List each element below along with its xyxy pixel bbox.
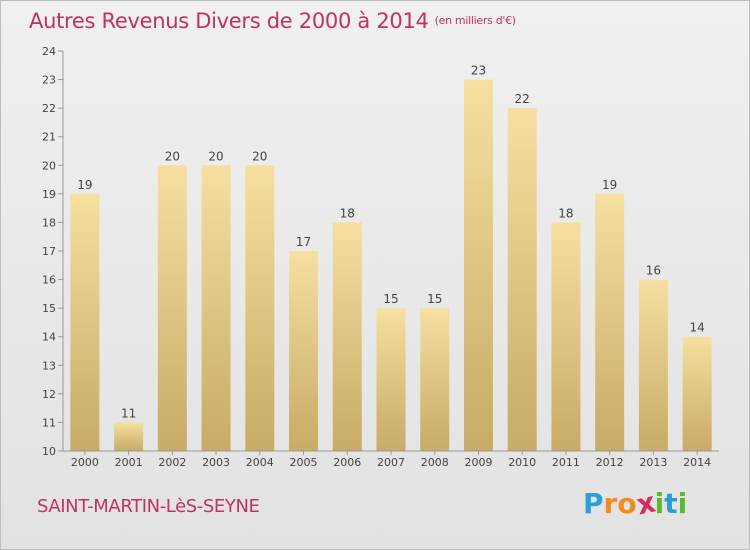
bar xyxy=(463,79,493,452)
bar-value-label: 15 xyxy=(383,292,398,306)
y-tick-label: 13 xyxy=(42,359,56,372)
x-tick-label: 2009 xyxy=(464,456,492,469)
y-tick-label: 22 xyxy=(42,102,56,115)
proxiti-logo[interactable]: Proxiti xyxy=(583,485,688,521)
y-tick-label: 14 xyxy=(42,331,56,344)
y-tick-label: 17 xyxy=(42,245,56,258)
chart-subtitle: (en milliers d'€) xyxy=(434,14,516,27)
x-tick-label: 2004 xyxy=(246,456,274,469)
logo-letter: t xyxy=(664,487,678,520)
bar-value-label: 18 xyxy=(340,206,355,220)
y-tick-label: 11 xyxy=(42,416,56,429)
bar-value-label: 20 xyxy=(165,149,180,163)
bar-value-label: 17 xyxy=(296,235,311,249)
x-tick-label: 2011 xyxy=(552,456,580,469)
x-tick-label: 2010 xyxy=(508,456,536,469)
bar-value-label: 15 xyxy=(427,292,442,306)
y-tick-label: 21 xyxy=(42,131,56,144)
y-tick-label: 19 xyxy=(42,188,56,201)
bar xyxy=(638,279,668,451)
bar xyxy=(157,165,187,452)
bar-value-label: 22 xyxy=(515,92,530,106)
x-tick-label: 2014 xyxy=(683,456,711,469)
x-tick-label: 2002 xyxy=(158,456,186,469)
logo-letter: P xyxy=(583,487,604,520)
logo-letter: o xyxy=(617,487,637,520)
logo-letter: r xyxy=(603,487,618,520)
bar-value-label: 19 xyxy=(602,178,617,192)
y-tick-label: 23 xyxy=(42,74,56,87)
x-tick-label: 2007 xyxy=(377,456,405,469)
x-tick-label: 2008 xyxy=(421,456,449,469)
chart-title: Autres Revenus Divers de 2000 à 2014 (en … xyxy=(29,9,516,33)
x-tick-label: 2000 xyxy=(71,456,99,469)
y-tick-label: 12 xyxy=(42,388,56,401)
bar xyxy=(114,422,144,451)
bar-value-label: 11 xyxy=(121,406,136,420)
logo-letter: i xyxy=(654,487,665,520)
y-tick-label: 15 xyxy=(42,302,56,315)
bar xyxy=(245,165,275,452)
bar xyxy=(376,308,406,451)
bar-value-label: 20 xyxy=(252,149,267,163)
bar xyxy=(332,222,362,451)
bar xyxy=(70,193,100,451)
x-tick-label: 2012 xyxy=(596,456,624,469)
bar-value-label: 18 xyxy=(558,206,573,220)
bar xyxy=(289,251,319,451)
bar xyxy=(595,193,625,451)
y-tick-label: 10 xyxy=(42,445,56,458)
y-tick-label: 18 xyxy=(42,216,56,229)
bar xyxy=(201,165,231,452)
bar-value-label: 23 xyxy=(471,64,486,78)
y-tick-label: 20 xyxy=(42,159,56,172)
bar-value-label: 19 xyxy=(77,178,92,192)
bar-value-label: 16 xyxy=(646,264,661,278)
x-tick-label: 2006 xyxy=(333,456,361,469)
bar-value-label: 14 xyxy=(689,321,704,335)
bar xyxy=(551,222,581,451)
bars-layer: 19 11 20 20 20 17 18 15 15 23 22 18 19 16 14 xyxy=(70,64,712,452)
y-tick-label: 24 xyxy=(42,45,56,58)
commune-name: SAINT-MARTIN-LèS-SEYNE xyxy=(37,496,260,517)
bar xyxy=(507,108,537,452)
x-tick-label: 2005 xyxy=(290,456,318,469)
x-tick-label: 2001 xyxy=(115,456,143,469)
y-tick-label: 16 xyxy=(42,274,56,287)
x-tick-label: 2013 xyxy=(639,456,667,469)
x-tick-label: 2003 xyxy=(202,456,230,469)
bar-value-label: 20 xyxy=(208,149,223,163)
axes-layer: 2000 2001 2002 2003 2004 2005 2006 2007 2008 2009… xyxy=(42,45,719,469)
chart-title-text: Autres Revenus Divers de 2000 à 2014 xyxy=(29,9,429,33)
bar xyxy=(682,336,712,451)
logo-letter: i xyxy=(677,487,688,520)
bar xyxy=(420,308,450,451)
